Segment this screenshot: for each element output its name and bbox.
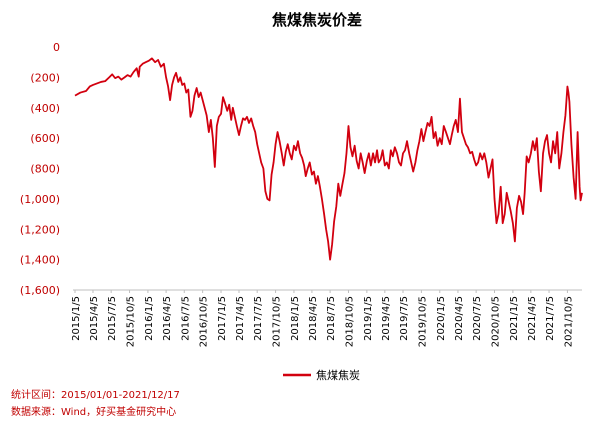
x-tick-label: 2016/7/5 xyxy=(180,296,191,341)
y-tick-label: (200) xyxy=(30,71,60,84)
y-tick-label: (1,400) xyxy=(20,254,60,267)
x-tick-label: 2018/10/5 xyxy=(344,296,355,347)
series-line-coking-spread xyxy=(74,57,583,261)
x-tick-label: 2018/1/5 xyxy=(290,296,301,341)
x-tick-label: 2015/10/5 xyxy=(126,296,137,347)
x-tick-label: 2021/7/5 xyxy=(545,296,556,341)
x-tick-label: 2015/1/5 xyxy=(71,296,82,341)
x-axis-ticks: 2015/1/5 2015/4/5 2015/7/5 2015/10/5 2016/1/… xyxy=(71,290,574,347)
x-tick-label: 2020/4/5 xyxy=(454,296,465,341)
x-tick-label: 2018/7/5 xyxy=(326,296,337,341)
x-tick-label: 2016/4/5 xyxy=(162,296,173,341)
y-axis-ticks: 0 (200) (400) (600) (800) (1,000) (1,200) (1,40… xyxy=(20,41,60,297)
x-tick-label: 2020/1/5 xyxy=(436,296,447,341)
x-tick-label: 2021/1/5 xyxy=(509,296,520,341)
x-tick-label: 2020/7/5 xyxy=(472,296,483,341)
legend: 焦煤焦炭 xyxy=(283,369,360,382)
y-tick-label: (800) xyxy=(30,163,60,176)
x-tick-label: 2017/1/5 xyxy=(217,296,228,341)
x-tick-label: 2019/4/5 xyxy=(381,296,392,341)
y-tick-label: 0 xyxy=(53,41,60,54)
x-tick-label: 2017/10/5 xyxy=(272,296,283,347)
statistics-range-note: 统计区间：2015/01/01-2021/12/17 xyxy=(11,390,180,401)
x-tick-label: 2019/7/5 xyxy=(399,296,410,341)
legend-label: 焦煤焦炭 xyxy=(316,369,360,382)
x-tick-label: 2017/4/5 xyxy=(235,296,246,341)
x-tick-label: 2015/4/5 xyxy=(89,296,100,341)
x-tick-label: 2020/10/5 xyxy=(491,296,502,347)
x-tick-label: 2021/10/5 xyxy=(563,296,574,347)
x-tick-label: 2018/4/5 xyxy=(308,296,319,341)
y-tick-label: (400) xyxy=(30,102,60,115)
y-tick-label: (600) xyxy=(30,132,60,145)
y-tick-label: (1,600) xyxy=(20,284,60,297)
data-source-note: 数据来源：Wind，好买基金研究中心 xyxy=(11,407,177,418)
x-tick-label: 2017/7/5 xyxy=(253,296,264,341)
x-tick-label: 2021/4/5 xyxy=(527,296,538,341)
y-tick-label: (1,200) xyxy=(20,223,60,236)
chart-title: 焦煤焦炭价差 xyxy=(271,11,362,29)
x-tick-label: 2019/1/5 xyxy=(363,296,374,341)
x-tick-label: 2015/7/5 xyxy=(107,296,118,341)
x-tick-label: 2016/10/5 xyxy=(199,296,210,347)
x-tick-label: 2016/1/5 xyxy=(144,296,155,341)
y-tick-label: (1,000) xyxy=(20,193,60,206)
x-tick-label: 2019/10/5 xyxy=(417,296,428,347)
